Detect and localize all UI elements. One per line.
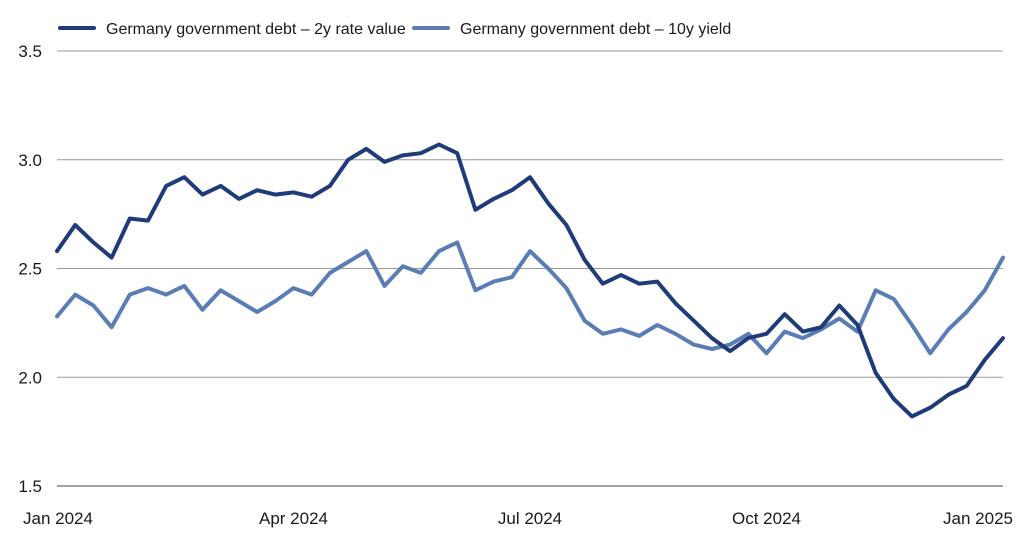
x-tick-label: Apr 2024 xyxy=(259,509,328,528)
legend-label-10y: Germany government debt – 10y yield xyxy=(460,21,731,38)
x-axis: Jan 2024 Apr 2024 Jul 2024 Oct 2024 Jan 2025 xyxy=(23,485,1013,528)
y-tick-label: 1.5 xyxy=(18,477,42,496)
legend: Germany government debt – 2y rate value … xyxy=(58,21,731,38)
series-line-10y xyxy=(55,240,1005,356)
legend-item-2y: Germany government debt – 2y rate value xyxy=(58,21,406,38)
y-tick-label: 2.5 xyxy=(18,260,42,279)
y-tick-label: 2.0 xyxy=(18,368,42,387)
x-tick-label: Jul 2024 xyxy=(498,509,562,528)
x-tick-label: Jan 2025 xyxy=(943,509,1013,528)
x-tick-label: Jan 2024 xyxy=(23,509,93,528)
gridlines xyxy=(57,50,1003,487)
plot-area xyxy=(55,142,1005,419)
x-tick-label: Oct 2024 xyxy=(732,509,801,528)
y-tick-label: 3.0 xyxy=(18,151,42,170)
y-axis: 1.5 2.0 2.5 3.0 3.5 xyxy=(18,42,42,496)
legend-item-10y: Germany government debt – 10y yield xyxy=(412,21,731,38)
series-line-2y xyxy=(55,142,1005,419)
legend-label-2y: Germany government debt – 2y rate value xyxy=(106,21,406,38)
y-tick-label: 3.5 xyxy=(18,42,42,61)
